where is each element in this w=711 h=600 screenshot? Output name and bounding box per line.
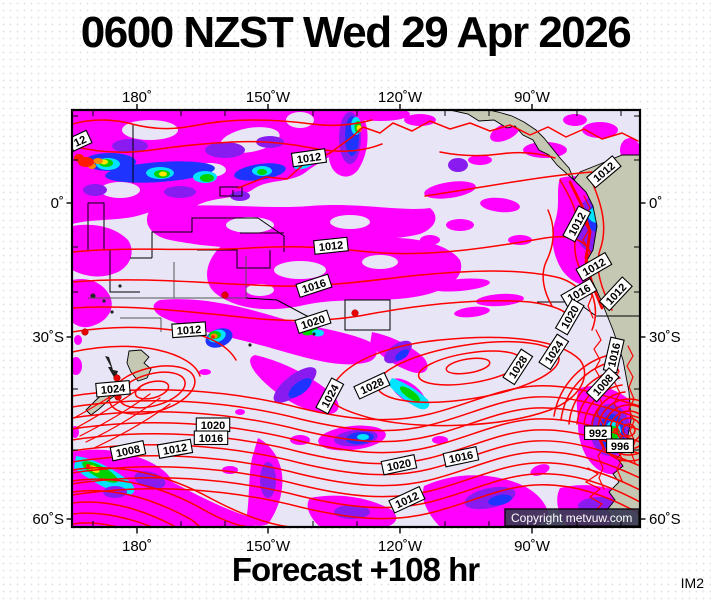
pressure-label: 992 [584,425,612,441]
pressure-label-box [606,438,634,454]
pressure-label-box [560,277,598,308]
lat-axis-label-left: 0˚ [51,195,64,212]
city-marker [113,374,121,382]
pressure-label-text: 1012 [318,240,344,254]
pressure-label: 1016 [442,446,480,468]
pressure-label-box [171,321,207,339]
pressure-label-text: 1020 [386,457,412,474]
copyright-badge: Copyright metvuw.com [504,508,640,527]
pressure-label: 1012 [313,236,349,255]
pressure-label-text: 1020 [201,420,225,432]
pressure-label-box [156,438,194,459]
lon-axis-label-top: 180˚ [122,89,152,106]
pressure-label: 1020 [380,454,418,476]
pressure-label-box [109,440,147,462]
lat-axis-label-left: 30˚S [32,329,64,346]
pressure-label: 996 [606,438,634,454]
map-border [70,108,642,529]
lat-axis-label-right: 0˚ [649,195,662,212]
pressure-label-box [585,367,620,403]
pressure-label: 1012 [171,321,207,339]
pressure-label: 1008 [109,440,147,462]
pressure-label-box [575,251,613,282]
pressure-label-box [353,371,391,400]
pressure-label-box [584,425,612,441]
axis-layer: 180˚ 180˚ 150˚W 150˚W 120˚W 120˚W 90˚W 90˚W 0˚ 0˚… [32,89,680,555]
pressure-label-box [538,333,570,371]
city-marker [351,309,359,317]
copyright-text: Copyright metvuw.com [511,511,632,525]
lon-axis-label-bottom: 120˚W [378,538,423,555]
lon-axis-label-bottom: 180˚ [122,538,152,555]
lat-axis-label-left: 60˚S [32,511,64,528]
pressure-label-box [315,377,345,415]
pressure-label-text: 1016 [199,433,223,445]
lon-axis-label-top: 90˚W [514,89,551,106]
south-america-landmass [573,154,640,527]
lon-axis-label-bottom: 90˚W [514,538,551,555]
lon-axis-label-bottom: 150˚W [246,538,291,555]
lon-axis-label-top: 150˚W [246,89,291,106]
model-id-label: IM2 [680,575,704,591]
pressure-label: 12 [72,129,93,152]
pressure-label: 1012 [156,438,194,459]
pressure-label-box [562,205,592,243]
pressure-label-box [313,236,349,255]
pressure-labels: 1210121012101210121012101610201012101610… [72,129,634,514]
pressure-label-box [502,348,534,386]
forecast-hour-label: Forecast +108 hr [231,551,480,588]
lon-axis-label-top: 120˚W [378,89,423,106]
pressure-label-box [598,276,633,312]
pressure-label: 1024 [95,379,131,398]
pressure-label-text: 1016 [448,449,474,466]
pressure-label: 1020 [294,309,332,335]
pressure-label-box [388,485,426,514]
pressure-label-text: 12 [72,134,88,150]
pressure-label-text: 1012 [162,442,188,458]
pressure-label-box [585,155,622,189]
pressure-label-text: 996 [611,441,629,453]
city-marker [221,291,229,299]
pressure-label-box [72,129,93,152]
pressure-label: 1012 [290,148,328,168]
pressure-label-box [554,298,585,336]
pressure-label-text: 1016 [606,342,623,369]
central-america-landmass [449,110,575,181]
pressure-label-text: 1024 [100,383,126,397]
pressure-label: 1020 [195,417,231,433]
pressure-label-text: 1008 [115,443,141,460]
pressure-label-box [294,309,332,335]
lat-axis-label-right: 60˚S [649,511,681,528]
lat-axis-label-right: 30˚S [649,329,681,346]
pressure-label-box [442,446,480,468]
city-marker [81,328,89,336]
pressure-label-box [95,379,131,398]
pressure-label-text: 992 [589,428,607,440]
pressure-label: 1016 [193,430,229,446]
chart-title: 0600 NZST Wed 29 Apr 2026 [80,8,632,57]
pressure-label-box [380,454,418,476]
pressure-label-text: 1012 [296,151,322,166]
pressure-label-box [295,273,333,299]
pressure-label-text: 1012 [176,324,201,338]
front-arrow-symbol [105,356,118,379]
pressure-label-box [193,430,229,446]
pressure-label: 1016 [602,336,625,374]
pressure-label-box [290,148,328,168]
